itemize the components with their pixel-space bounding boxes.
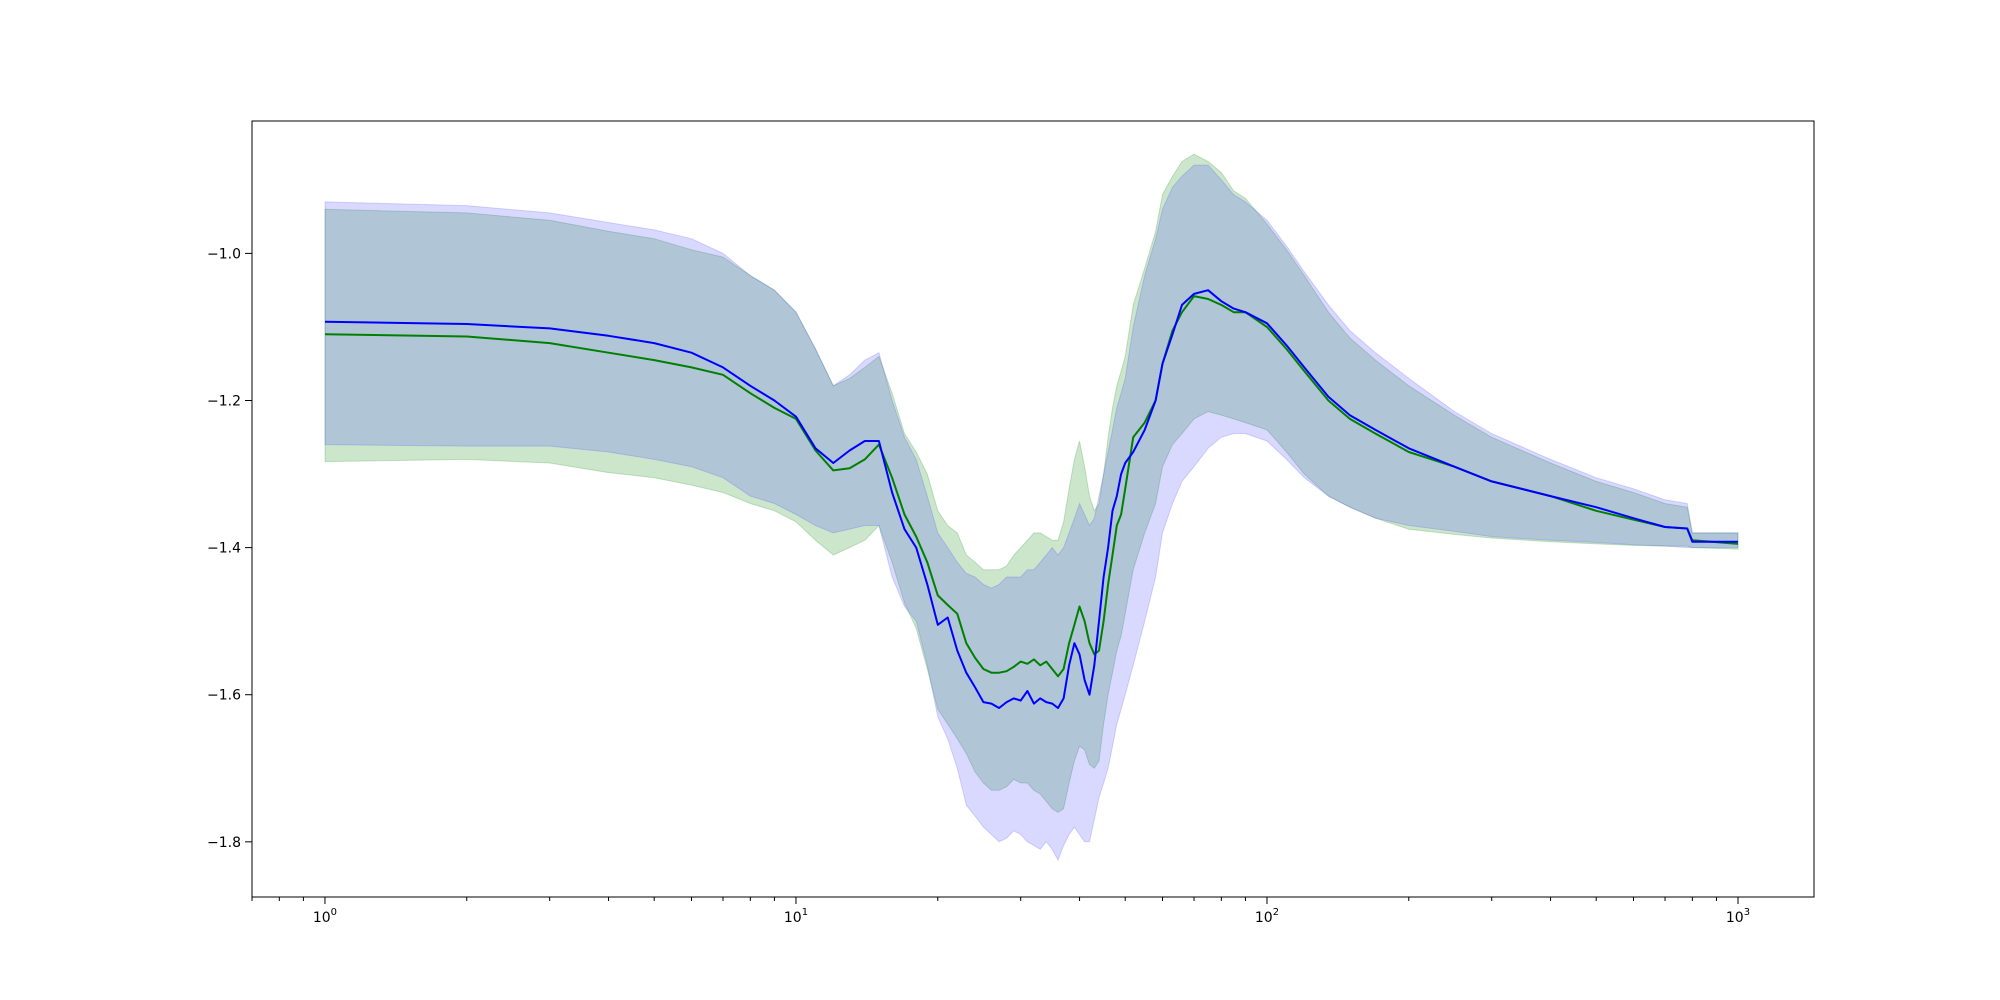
x-tick-label: 103	[1726, 907, 1750, 926]
y-tick-label: −1.8	[207, 835, 241, 851]
series-1-line	[324, 295, 1739, 678]
plot-frame	[251, 120, 1815, 898]
series-2-line	[324, 289, 1738, 709]
y-tick-label: −1.6	[207, 688, 241, 704]
y-tick-label: −1.4	[207, 541, 241, 557]
x-tick-label: 100	[313, 907, 337, 926]
y-tick-label: −1.2	[207, 394, 241, 410]
x-axis: 100 101 102 103	[251, 897, 1750, 926]
series-lines	[324, 289, 1739, 709]
series-1-band	[324, 153, 1739, 813]
x-tick-label: 102	[1255, 907, 1279, 926]
y-axis: −1.0 −1.2 −1.4 −1.6 −1.8	[207, 246, 252, 851]
x-tick-label: 101	[784, 907, 808, 926]
confidence-bands	[324, 153, 1739, 862]
series-2-band	[324, 164, 1739, 862]
y-tick-label: −1.0	[207, 246, 241, 262]
